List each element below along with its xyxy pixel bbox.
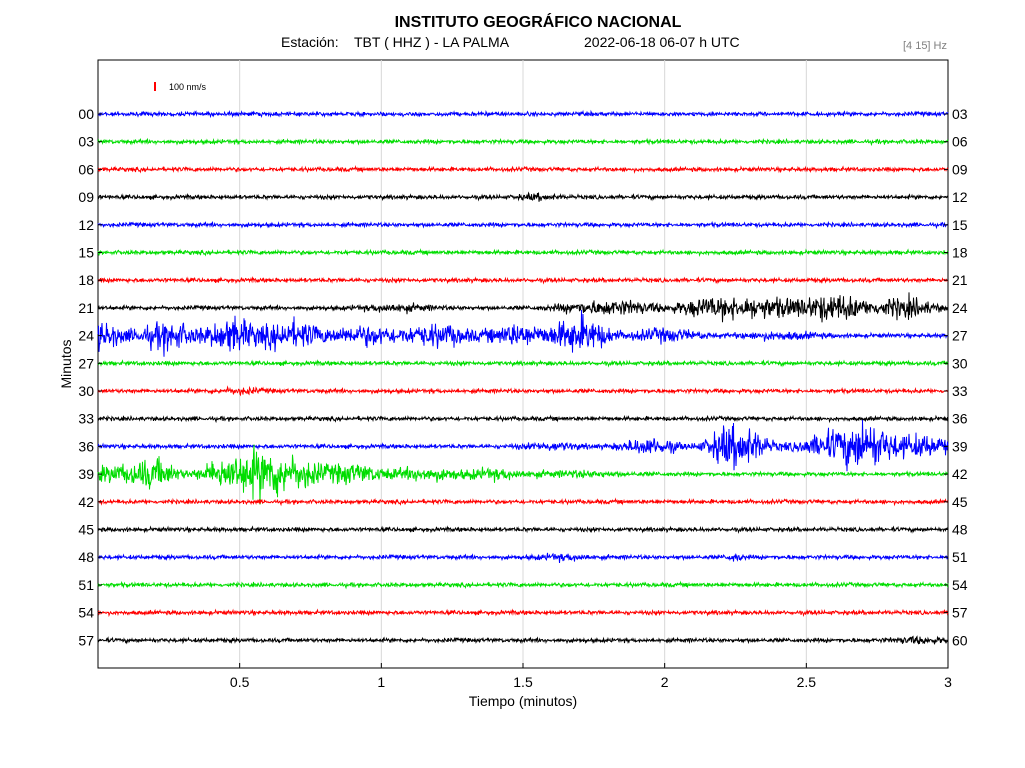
trace-row-48 (97, 552, 949, 563)
trace-row-15 (97, 248, 949, 258)
trace-row-21 (97, 292, 949, 323)
date-time-label: 2022-06-18 06-07 h UTC (584, 34, 740, 50)
y-tick-label-left: 30 (78, 383, 94, 399)
y-tick-label-left: 27 (78, 355, 94, 371)
y-tick-label-left: 42 (78, 494, 94, 510)
trace-row-06 (97, 165, 949, 174)
y-tick-label-right: 39 (952, 438, 968, 454)
trace-row-24 (97, 309, 949, 357)
y-tick-label-right: 45 (952, 494, 968, 510)
y-tick-label-left: 09 (78, 189, 94, 205)
y-tick-label-left: 54 (78, 605, 94, 621)
seismic-traces (97, 109, 949, 645)
y-tick-label-right: 42 (952, 466, 968, 482)
y-tick-label-right: 06 (952, 134, 968, 150)
y-tick-label-right: 51 (952, 549, 968, 565)
y-tick-label-right: 54 (952, 577, 968, 593)
y-axis-right-labels: 03 06 09 12 15 18 21 24 27 30 33 36 39 42 45 48 51 54 57 60 (944, 106, 968, 648)
station-name: TBT ( HHZ ) - LA PALMA (354, 34, 510, 50)
chart-header: INSTITUTO GEOGRÁFICO NACIONAL Estación: … (281, 12, 947, 52)
y-tick-label-right: 15 (952, 217, 968, 233)
y-tick-label-left: 57 (78, 632, 94, 648)
y-tick-label-right: 09 (952, 161, 968, 177)
amplitude-scale: 100 nm/s (154, 82, 207, 92)
trace-row-27 (97, 359, 949, 368)
y-tick-label-left: 48 (78, 549, 94, 565)
y-tick-label-right: 36 (952, 411, 968, 427)
x-tick-label: 1 (377, 674, 385, 690)
y-axis-left-labels: 00 03 06 09 12 15 18 21 24 27 30 33 36 39 42 45 48 51 54 57 (78, 106, 102, 648)
trace-row-36 (97, 419, 949, 472)
filter-band-label: [4 15] Hz (903, 40, 947, 52)
x-tick-label: 3 (944, 674, 952, 690)
y-tick-label-right: 33 (952, 383, 968, 399)
y-tick-label-left: 15 (78, 245, 94, 261)
y-tick-label-left: 51 (78, 577, 94, 593)
y-tick-label-left: 36 (78, 438, 94, 454)
trace-row-45 (97, 525, 949, 534)
trace-row-33 (97, 414, 949, 424)
trace-row-30 (97, 385, 949, 397)
x-tick-label: 2.5 (797, 674, 817, 690)
x-tick-label: 2 (661, 674, 669, 690)
trace-row-51 (97, 580, 949, 590)
x-tick-label: 1.5 (513, 674, 533, 690)
y-tick-label-right: 27 (952, 328, 968, 344)
y-tick-label-left: 03 (78, 134, 94, 150)
y-tick-label-right: 12 (952, 189, 968, 205)
trace-row-03 (97, 137, 949, 147)
y-tick-label-right: 48 (952, 522, 968, 538)
y-tick-label-right: 30 (952, 355, 968, 371)
y-tick-label-left: 24 (78, 328, 94, 344)
y-tick-label-right: 03 (952, 106, 968, 122)
trace-row-09 (97, 191, 949, 202)
institution-title: INSTITUTO GEOGRÁFICO NACIONAL (395, 12, 682, 31)
trace-row-12 (97, 220, 949, 230)
y-tick-label-right: 18 (952, 245, 968, 261)
y-tick-label-left: 39 (78, 466, 94, 482)
y-tick-label-left: 18 (78, 272, 94, 288)
trace-row-54 (97, 608, 949, 618)
x-tick-label: 0.5 (230, 674, 250, 690)
y-tick-label-left: 33 (78, 411, 94, 427)
trace-row-57 (97, 635, 949, 645)
station-label: Estación: (281, 34, 339, 50)
y-tick-label-left: 00 (78, 106, 94, 122)
trace-row-00 (97, 109, 949, 119)
y-tick-label-right: 21 (952, 272, 968, 288)
y-tick-label-right: 24 (952, 300, 968, 316)
x-axis-label: Tiempo (minutos) (469, 693, 577, 709)
y-tick-label-right: 57 (952, 605, 968, 621)
x-axis-ticks: 0.5 1 1.5 2 2.5 3 (230, 663, 952, 690)
y-tick-label-left: 12 (78, 217, 94, 233)
trace-row-42 (97, 497, 949, 507)
trace-row-18 (97, 275, 949, 285)
y-tick-label-left: 45 (78, 522, 94, 538)
scale-label: 100 nm/s (169, 82, 207, 92)
y-tick-label-left: 21 (78, 300, 94, 316)
y-tick-label-right: 60 (952, 632, 968, 648)
y-tick-label-left: 06 (78, 161, 94, 177)
trace-row-39 (97, 444, 949, 505)
y-axis-label: Minutos (58, 339, 74, 388)
